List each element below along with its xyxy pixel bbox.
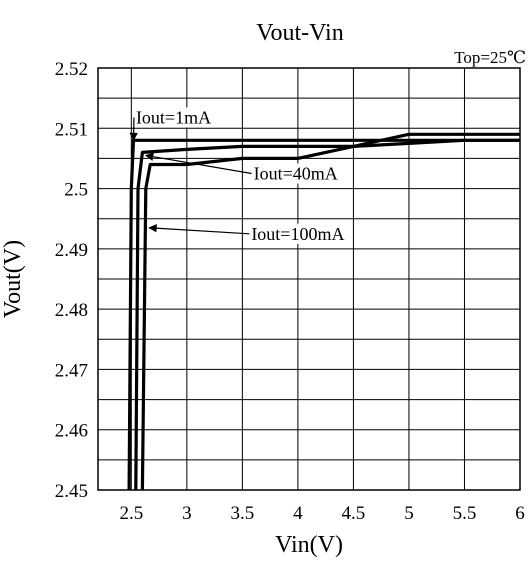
x-axis-label: Vin(V): [275, 532, 343, 558]
y-tick-label: 2.46: [55, 421, 88, 442]
y-tick-label: 2.48: [55, 300, 88, 321]
y-tick-label: 2.49: [55, 240, 88, 261]
series-lines: [127, 132, 520, 491]
y-tick-label: 2.47: [55, 360, 88, 381]
x-tick-label: 6: [515, 503, 525, 524]
y-axis-label: Vout(V): [0, 240, 26, 318]
annotation-arrow-3: [148, 224, 250, 235]
annotation-label-bg: [134, 107, 213, 128]
annotation-label-1: Iout=1mA: [136, 107, 211, 127]
x-tick-label: 5: [404, 503, 414, 524]
annotation-label-2: Iout=40mA: [254, 164, 338, 184]
series-line-1: [127, 138, 520, 491]
grid: [98, 68, 521, 490]
x-tick-label: 3: [182, 503, 192, 524]
chart-subtitle: Top=25℃: [454, 48, 526, 67]
chart-title: Vout-Vin: [256, 20, 343, 46]
x-tick-label: 2.5: [119, 503, 143, 524]
y-tick-label: 2.51: [55, 119, 88, 140]
plot-frame: [97, 67, 521, 491]
y-tick-labels: 2.45 2.46 2.47 2.48 2.49 2.5 2.51 2.52: [55, 59, 88, 502]
y-tick-label: 2.45: [55, 481, 88, 502]
annotations: Iout=1mA Iout=40mA Iout=100mA: [129, 107, 346, 244]
y-tick-label: 2.5: [64, 180, 88, 201]
x-tick-label: 3.5: [230, 503, 254, 524]
annotation-label-3: Iout=100mA: [251, 224, 344, 244]
x-tick-label: 5.5: [453, 503, 477, 524]
x-tick-label: 4: [293, 503, 303, 524]
x-tick-labels: 2.5 3 3.5 4 4.5 5 5.5 6: [119, 503, 524, 524]
annotation-label-bg: [252, 163, 339, 184]
annotation-arrow-2: [144, 152, 252, 175]
y-tick-label: 2.52: [55, 59, 88, 80]
x-tick-label: 4.5: [342, 503, 366, 524]
series-line-3: [140, 132, 520, 491]
series-line-2: [134, 138, 520, 491]
annotation-label-bg: [250, 223, 346, 244]
